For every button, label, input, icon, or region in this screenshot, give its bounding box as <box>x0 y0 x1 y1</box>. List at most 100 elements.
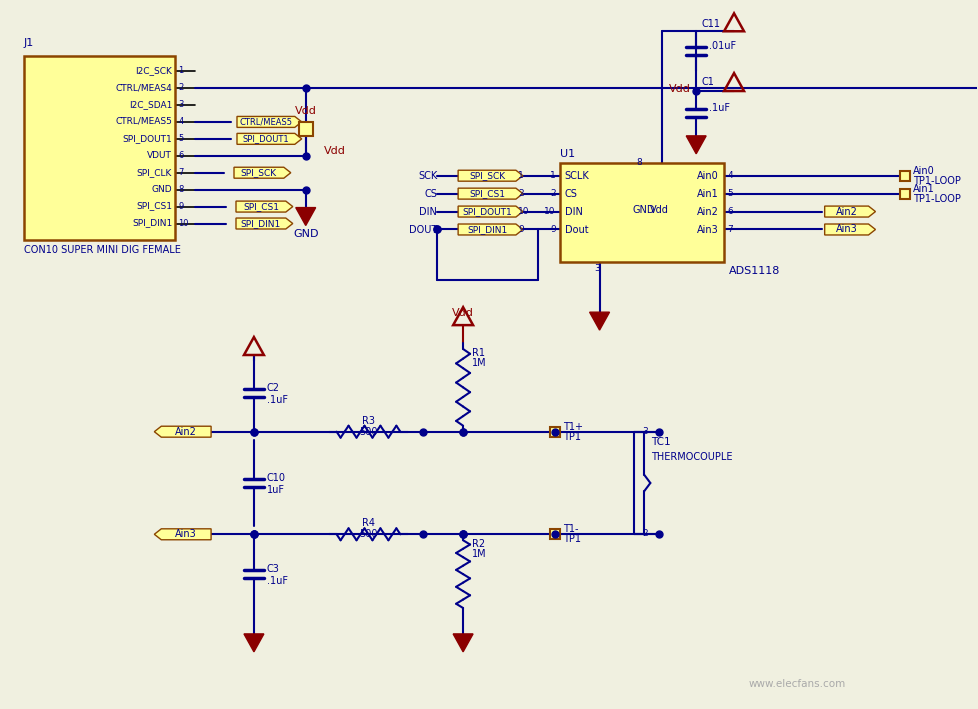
Text: 2: 2 <box>178 83 183 92</box>
Text: J1: J1 <box>23 38 34 48</box>
Text: TP1-LOOP: TP1-LOOP <box>912 194 960 203</box>
Text: TP1: TP1 <box>562 432 580 442</box>
Text: 2: 2 <box>642 530 647 538</box>
Polygon shape <box>237 133 301 145</box>
Text: 3: 3 <box>178 100 184 109</box>
Text: Vdd: Vdd <box>294 106 316 116</box>
Text: SPI_CLK: SPI_CLK <box>137 168 172 177</box>
Text: SPI_DOUT1: SPI_DOUT1 <box>243 134 289 143</box>
Text: SPI_DOUT1: SPI_DOUT1 <box>122 134 172 143</box>
Text: DOUT: DOUT <box>409 225 437 235</box>
Text: SPI_CS1: SPI_CS1 <box>243 202 279 211</box>
Text: C11: C11 <box>700 19 720 29</box>
Text: Vdd: Vdd <box>324 146 345 156</box>
Text: GND: GND <box>292 230 318 240</box>
Text: Ain1: Ain1 <box>696 189 719 199</box>
Text: CS: CS <box>423 189 437 199</box>
Text: 2: 2 <box>517 189 523 198</box>
Text: R4: R4 <box>362 518 375 528</box>
Text: .1uF: .1uF <box>267 396 288 406</box>
Text: 4: 4 <box>727 171 732 179</box>
Bar <box>550 530 559 540</box>
Text: U1: U1 <box>559 149 574 159</box>
Polygon shape <box>458 170 522 182</box>
Text: CON10 SUPER MINI DIG FEMALE: CON10 SUPER MINI DIG FEMALE <box>23 245 181 255</box>
Text: T1+: T1+ <box>562 422 582 432</box>
Text: I2C_SDA1: I2C_SDA1 <box>129 100 172 109</box>
Text: .1uF: .1uF <box>267 576 288 586</box>
Text: I2C_SCK: I2C_SCK <box>135 66 172 75</box>
Text: C1: C1 <box>700 77 713 87</box>
Polygon shape <box>295 208 315 225</box>
Text: CTRL/MEAS5: CTRL/MEAS5 <box>240 118 292 126</box>
Text: ADS1118: ADS1118 <box>729 267 779 277</box>
Text: 3: 3 <box>594 264 600 274</box>
Text: 8: 8 <box>178 184 184 194</box>
Text: GND: GND <box>632 205 654 215</box>
Text: DIN: DIN <box>419 206 437 216</box>
Text: Vdd: Vdd <box>452 308 473 318</box>
Text: R2: R2 <box>471 540 485 549</box>
Text: Ain3: Ain3 <box>175 530 197 540</box>
Text: 2: 2 <box>550 189 556 198</box>
Polygon shape <box>458 206 522 217</box>
Text: C2: C2 <box>267 384 280 393</box>
Text: 9: 9 <box>517 225 523 233</box>
Text: R1: R1 <box>471 348 484 358</box>
Text: 10: 10 <box>178 218 189 228</box>
Text: 9: 9 <box>178 201 183 211</box>
Polygon shape <box>244 634 264 652</box>
Text: T1-: T1- <box>562 525 578 535</box>
Polygon shape <box>458 188 522 199</box>
Text: Vdd: Vdd <box>649 205 669 215</box>
Text: CTRL/MEAS4: CTRL/MEAS4 <box>115 83 172 92</box>
Polygon shape <box>237 116 301 128</box>
Bar <box>900 171 910 181</box>
Text: 3: 3 <box>642 427 647 436</box>
Polygon shape <box>686 136 705 154</box>
Text: 4: 4 <box>178 117 183 126</box>
Bar <box>550 427 559 437</box>
Text: Ain2: Ain2 <box>835 206 857 216</box>
Bar <box>298 122 312 136</box>
Text: Dout: Dout <box>564 225 588 235</box>
Text: Ain3: Ain3 <box>835 225 857 235</box>
Text: 500: 500 <box>359 530 378 540</box>
Text: Ain0: Ain0 <box>912 166 934 176</box>
Text: 8: 8 <box>636 158 642 167</box>
Text: 1uF: 1uF <box>267 485 285 495</box>
Bar <box>23 56 175 240</box>
Polygon shape <box>453 634 472 652</box>
Text: 7: 7 <box>727 225 733 233</box>
Text: SPI_SCK: SPI_SCK <box>468 171 505 180</box>
Text: 5: 5 <box>727 189 733 198</box>
Polygon shape <box>458 224 522 235</box>
Text: 7: 7 <box>178 168 184 177</box>
Text: 1: 1 <box>550 171 556 179</box>
Text: 1M: 1M <box>471 549 486 559</box>
Text: SPI_CS1: SPI_CS1 <box>136 201 172 211</box>
Text: Ain2: Ain2 <box>175 427 197 437</box>
Polygon shape <box>236 201 292 212</box>
Text: Ain0: Ain0 <box>696 171 719 181</box>
Text: www.elecfans.com: www.elecfans.com <box>748 679 845 688</box>
Text: SPI_DIN1: SPI_DIN1 <box>241 219 281 228</box>
Text: 9: 9 <box>550 225 556 233</box>
Text: DIN: DIN <box>564 206 582 216</box>
Polygon shape <box>823 224 874 235</box>
Text: 5: 5 <box>178 134 183 143</box>
Text: GND: GND <box>152 184 172 194</box>
Text: TC1: TC1 <box>650 437 670 447</box>
Text: 6: 6 <box>178 151 184 160</box>
Text: C10: C10 <box>267 473 286 483</box>
Bar <box>900 189 910 199</box>
Text: CS: CS <box>564 189 577 199</box>
Polygon shape <box>155 426 211 437</box>
Text: 1: 1 <box>517 171 523 179</box>
Text: 10: 10 <box>517 206 529 216</box>
Bar <box>559 163 724 262</box>
Text: Vdd: Vdd <box>669 84 690 94</box>
Text: 10: 10 <box>544 206 556 216</box>
Text: .01uF: .01uF <box>708 41 735 51</box>
Polygon shape <box>589 312 609 330</box>
